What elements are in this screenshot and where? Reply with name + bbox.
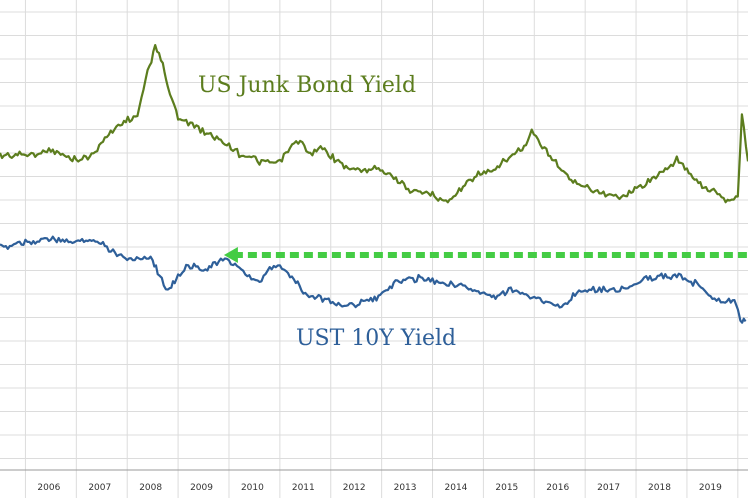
x-tick-label: 2019 xyxy=(699,483,722,493)
x-tick-label: 2012 xyxy=(343,483,366,493)
x-tick-label: 2007 xyxy=(88,483,111,493)
series-group xyxy=(0,44,748,324)
x-tick-label: 2018 xyxy=(648,483,671,493)
x-tick-label: 2016 xyxy=(546,483,569,493)
x-tick-label: 2008 xyxy=(139,483,162,493)
x-tick-label: 2015 xyxy=(495,483,518,493)
ust-annotation: UST 10Y Yield xyxy=(296,326,456,351)
reference-arrow-icon xyxy=(223,247,238,264)
reference-line-group xyxy=(223,247,748,264)
ust-10y-yield-line xyxy=(0,235,747,324)
x-tick-label: 2010 xyxy=(241,483,264,493)
junk-bond-yield-line xyxy=(0,44,748,204)
junk-bond-annotation: US Junk Bond Yield xyxy=(198,73,416,98)
x-tick-label: 2006 xyxy=(37,483,60,493)
x-tick-label: 2013 xyxy=(394,483,417,493)
x-tick-label: 2014 xyxy=(445,483,468,493)
x-tick-label: 2017 xyxy=(597,483,620,493)
x-tick-label: 2011 xyxy=(292,483,315,493)
x-tick-label: 2009 xyxy=(190,483,213,493)
x-axis: 2006 2007 2008 2009 2010 2011 2012 2013 2014 2015… xyxy=(0,469,748,493)
